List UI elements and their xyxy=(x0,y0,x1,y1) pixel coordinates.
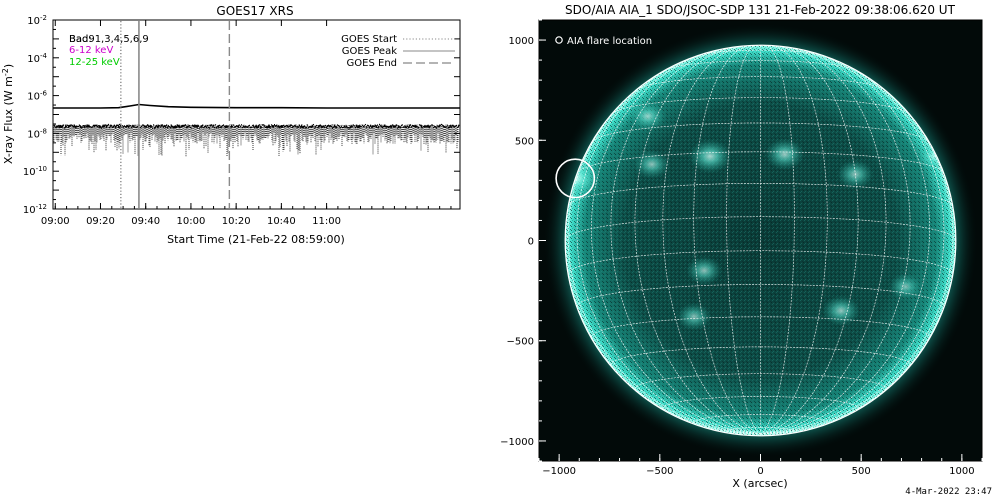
goes-x-tick-label: 09:00 xyxy=(41,216,70,227)
channel-label-12-25-kev: 12-25 keV xyxy=(69,57,120,68)
active-region xyxy=(686,256,723,285)
aia-x-tick-label: −1000 xyxy=(542,466,576,477)
aia-y-axis: −1000 −500 0 500 1000 xyxy=(500,19,546,462)
y-tick-base: 10 xyxy=(27,16,40,27)
flare-legend-symbol xyxy=(555,36,563,44)
aia-x-tick-label: 500 xyxy=(852,466,871,477)
goes-y-tick-label: 10-4 xyxy=(27,52,47,65)
goes-event-lines xyxy=(120,21,231,208)
y-tick-base: 10 xyxy=(23,205,36,216)
active-region xyxy=(889,273,922,300)
goes-x-tick-label: 11:00 xyxy=(312,216,341,227)
channel-label-bad-prefix: Bad: xyxy=(69,34,92,45)
goes-y-tick-label: 10-12 xyxy=(23,203,47,216)
goes-channel-labels: Bad: Bad91,3,4,5,6,9 6-12 keV 12-25 keV xyxy=(69,34,149,68)
aia-image-plot: SDO/AIA AIA_1 SDO/JSOC-SDP 131 21-Feb-20… xyxy=(500,3,983,490)
goes-x-tick-label: 10:00 xyxy=(177,216,206,227)
y-tick-exponent: -10 xyxy=(36,165,47,173)
series-0-5-4-angstrom-band xyxy=(53,123,460,157)
active-region xyxy=(633,149,670,179)
active-region xyxy=(765,138,805,170)
aia-plot-title: SDO/AIA AIA_1 SDO/JSOC-SDP 131 21-Feb-20… xyxy=(565,3,956,17)
y-tick-base: 10 xyxy=(27,129,40,140)
legend-label-goes-start: GOES Start xyxy=(341,34,397,45)
noise-band-upper-edge xyxy=(53,123,460,129)
flare-legend-label: AIA flare location xyxy=(567,36,652,47)
series-1-8-angstrom-line xyxy=(53,103,460,109)
y-tick-exponent: -6 xyxy=(40,90,48,98)
goes-y-tick-label: 10-6 xyxy=(27,90,47,103)
solar-limb-circle xyxy=(564,44,957,437)
y-axis-label-close: ) xyxy=(2,64,15,68)
channel-label-6-12-kev: 6-12 keV xyxy=(69,45,113,56)
goes-plot-frame xyxy=(52,19,461,210)
aia-y-tick-label: −1000 xyxy=(500,437,534,448)
active-region xyxy=(676,302,712,331)
y-tick-base: 10 xyxy=(27,54,40,65)
goes-plot-title: GOES17 XRS xyxy=(216,4,293,18)
aia-y-tick-label: 1000 xyxy=(509,36,534,47)
aia-x-axis-label: X (arcsec) xyxy=(732,477,787,490)
goes-y-tick-label: 10-8 xyxy=(27,127,47,140)
legend-label-goes-peak: GOES Peak xyxy=(342,46,397,57)
goes-x-axis: 09:00 09:20 09:40 10:00 10:20 10:40 11:00 xyxy=(41,20,452,227)
goes-x-tick-label: 10:20 xyxy=(222,216,251,227)
active-region xyxy=(822,295,860,326)
aia-x-tick-label: −500 xyxy=(646,466,673,477)
y-tick-exponent: -12 xyxy=(36,203,47,211)
active-region xyxy=(628,101,667,132)
y-axis-label-main: X-ray Flux (W m xyxy=(2,76,15,164)
generation-timestamp: 4-Mar-2022 23:47 xyxy=(905,487,992,497)
y-tick-exponent: -4 xyxy=(40,52,48,60)
goes-legend: GOES Start GOES Peak GOES End xyxy=(341,34,455,69)
y-tick-exponent: -2 xyxy=(40,14,47,22)
goes-y-axis-label: X-ray Flux (W m-2) xyxy=(1,64,16,164)
flare-location-circle xyxy=(555,158,596,199)
aia-y-tick-label: 500 xyxy=(515,136,534,147)
goes-x-tick-label: 09:20 xyxy=(86,216,115,227)
legend-label-goes-end: GOES End xyxy=(347,58,397,69)
goes-y-tick-label: 10-10 xyxy=(23,165,47,178)
y-axis-label-exp: -2 xyxy=(1,68,10,76)
goes-x-tick-label: 09:40 xyxy=(131,216,160,227)
aia-y-tick-label: 0 xyxy=(528,237,534,248)
y-tick-base: 10 xyxy=(23,167,36,178)
aia-x-axis: −1000 −500 0 500 1000 xyxy=(538,454,983,477)
noise-band-strokes xyxy=(53,124,459,157)
goes-y-tick-label: 10-2 xyxy=(27,14,47,27)
aia-y-tick-label: −500 xyxy=(507,337,534,348)
goes-x-axis-label: Start Time (21-Feb-22 08:59:00) xyxy=(167,233,345,246)
goes-x-tick-label: 10:40 xyxy=(267,216,296,227)
aia-flare-legend: AIA flare location xyxy=(555,36,652,47)
aia-x-tick-label: 1000 xyxy=(949,466,974,477)
y-tick-exponent: -8 xyxy=(40,127,47,135)
aia-x-tick-label: 0 xyxy=(757,466,763,477)
active-region xyxy=(688,139,732,174)
y-tick-base: 10 xyxy=(27,92,40,103)
channel-label-bad-list: Bad91,3,4,5,6,9 xyxy=(69,34,149,45)
